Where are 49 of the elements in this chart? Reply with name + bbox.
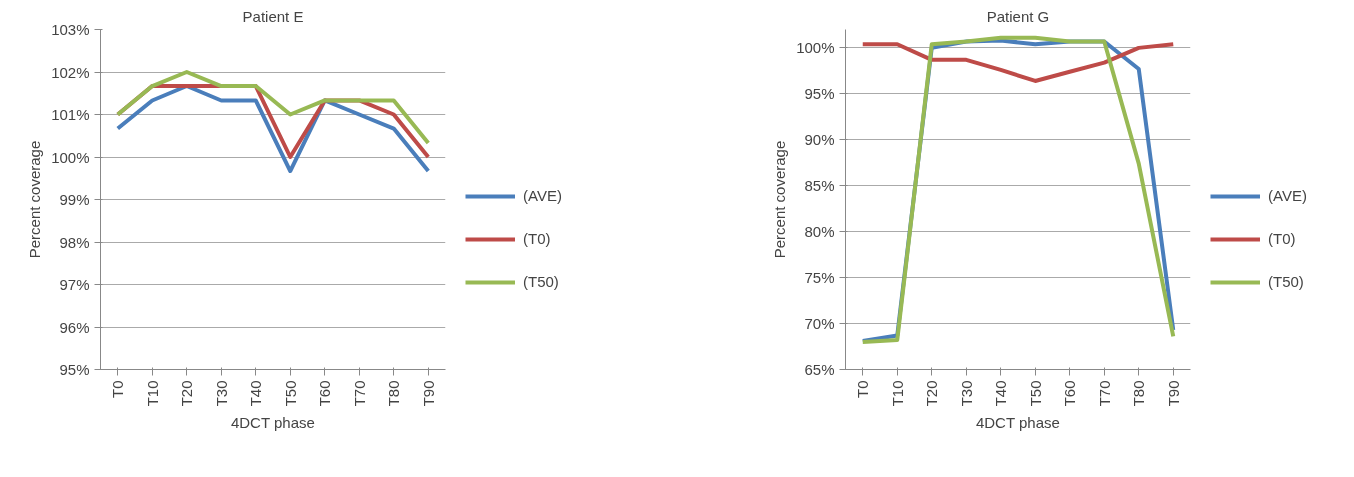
x-tick-label: T70: [1095, 380, 1113, 407]
y-tick-label: 99%: [59, 191, 90, 208]
x-tick-label: T30: [957, 380, 975, 407]
x-tick-label: T80: [1130, 380, 1148, 407]
x-axis-title: 4DCT phase: [975, 414, 1060, 432]
x-tick-label: T30: [212, 380, 230, 407]
x-tick-label: T90: [419, 380, 437, 407]
x-tick-label: T10: [143, 380, 161, 407]
y-tick-label: 103%: [51, 21, 90, 38]
x-tick-label: T20: [178, 380, 196, 407]
y-tick-label: 80%: [804, 223, 835, 241]
x-axis-title: 4DCT phase: [230, 414, 315, 432]
chart-title: Patient E: [242, 7, 304, 25]
x-tick-label: T50: [281, 380, 299, 407]
y-tick-label: 97%: [59, 276, 90, 293]
y-tick-label: 65%: [804, 361, 835, 378]
y-tick-label: 85%: [804, 177, 835, 195]
y-tick-label: 70%: [804, 315, 835, 333]
legend-label: (AVE): [1268, 187, 1307, 204]
x-tick-label: T0: [854, 380, 872, 398]
y-tick-label: 98%: [59, 233, 90, 251]
y-tick-label: 100%: [796, 39, 835, 57]
x-tick-label: T40: [247, 380, 265, 407]
y-tick-label: 100%: [51, 148, 90, 166]
y-axis-title: Percent coverage: [771, 140, 789, 259]
x-tick-label: T10: [888, 380, 906, 407]
x-tick-label: T70: [350, 380, 368, 407]
chart-title: Patient G: [986, 7, 1050, 25]
y-tick-label: 96%: [59, 318, 90, 336]
x-tick-label: T90: [1164, 380, 1182, 407]
x-tick-label: T80: [385, 380, 403, 407]
y-tick-label: 75%: [804, 269, 835, 287]
y-axis-title: Percent coverage: [26, 140, 44, 259]
x-tick-label: T60: [316, 380, 334, 407]
y-tick-label: 95%: [804, 85, 835, 103]
x-tick-label: T0: [109, 380, 127, 398]
x-tick-label: T60: [1061, 380, 1079, 407]
y-tick-label: 102%: [51, 63, 90, 81]
y-tick-label: 90%: [804, 131, 835, 149]
legend-label: (T0): [523, 230, 551, 247]
x-tick-label: T40: [992, 380, 1010, 407]
legend-label: (T50): [1268, 273, 1304, 290]
y-tick-label: 101%: [51, 106, 90, 123]
legend-label: (T50): [523, 273, 559, 290]
legend-label: (T0): [1268, 230, 1296, 247]
x-tick-label: T20: [923, 380, 941, 407]
x-tick-label: T50: [1026, 380, 1044, 407]
y-tick-label: 95%: [59, 361, 90, 378]
legend-label: (AVE): [523, 187, 562, 204]
